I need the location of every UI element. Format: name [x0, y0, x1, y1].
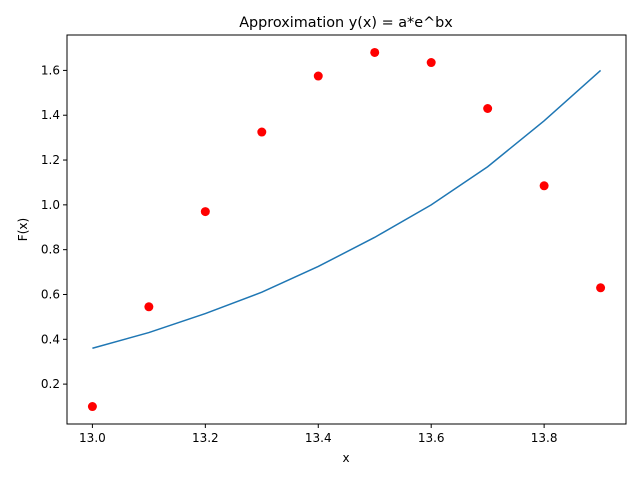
y-tick-label: 0.2 — [41, 377, 60, 391]
y-tick-label: 0.4 — [41, 332, 60, 346]
data-point — [370, 47, 380, 57]
x-tick-label: 13.4 — [305, 431, 332, 445]
x-tick-label: 13.2 — [192, 431, 219, 445]
data-point — [200, 207, 210, 217]
y-tick-label: 1.0 — [41, 198, 60, 212]
y-tick-label: 1.2 — [41, 153, 60, 167]
data-point — [596, 283, 606, 293]
y-tick-label: 1.6 — [41, 63, 60, 77]
y-tick-label: 1.4 — [41, 108, 60, 122]
y-tick-label: 0.6 — [41, 287, 60, 301]
y-tick-label: 0.8 — [41, 243, 60, 257]
data-point — [539, 181, 549, 191]
data-point — [313, 71, 323, 81]
fit-curve-line — [92, 69, 602, 349]
plot-area — [87, 47, 606, 412]
data-point — [257, 127, 267, 137]
data-point — [144, 302, 154, 312]
x-tick-label: 13.0 — [79, 431, 106, 445]
axis-ticks: 13.0 13.2 13.4 13.6 13.8 0.2 0.4 0.6 0.8 1.0 1.2 1.… — [41, 63, 558, 445]
y-axis-label: F(x) — [16, 218, 30, 241]
x-tick-label: 13.6 — [418, 431, 445, 445]
axes-frame — [66, 34, 627, 425]
data-point — [426, 58, 436, 68]
x-axis-label: x — [342, 451, 349, 465]
chart-title: Approximation y(x) = a*e^bx — [239, 15, 453, 31]
data-point — [483, 103, 493, 113]
x-tick-label: 13.8 — [531, 431, 558, 445]
data-point — [87, 402, 97, 412]
